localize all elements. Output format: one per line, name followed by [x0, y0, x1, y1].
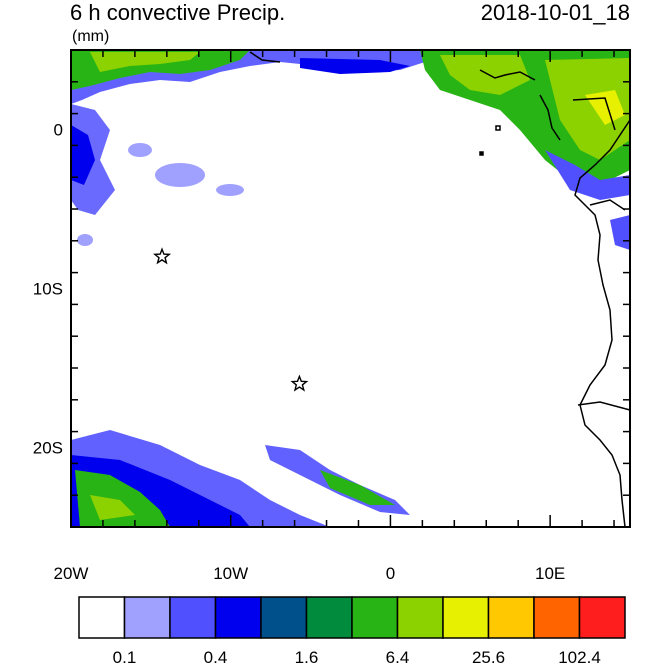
- colorbar-label: 6.4: [385, 648, 410, 667]
- colorbar: [78, 596, 626, 639]
- lat-tick-label: 20S: [33, 439, 63, 458]
- colorbar-box: [578, 596, 626, 639]
- precip-field: [71, 50, 630, 527]
- colorbar-box: [533, 596, 581, 639]
- colorbar-box: [260, 596, 308, 639]
- colorbar-box: [169, 596, 217, 639]
- colorbar-box: [214, 596, 262, 639]
- star-marker-1: [153, 247, 172, 265]
- star-markers: [153, 247, 309, 392]
- lon-tick-label: 10E: [535, 564, 565, 583]
- colorbar-box: [78, 596, 126, 639]
- axis-ticks: [70, 49, 630, 528]
- lat-tick-label: 0: [54, 121, 63, 140]
- colorbar-label: 102.4: [558, 648, 601, 667]
- lon-tick-label: 0: [386, 564, 395, 583]
- colorbar-box: [487, 596, 535, 639]
- axis-tick-labels: 20W 10W 0 10E 0 10S 20S: [33, 121, 566, 584]
- colorbar-label: 0.4: [203, 648, 228, 667]
- colorbar-label: 25.6: [471, 648, 506, 667]
- colorbar-box: [351, 596, 399, 639]
- lon-tick-label: 10W: [213, 564, 248, 583]
- colorbar-label: 0.1: [112, 648, 137, 667]
- colorbar-label: 1.6: [294, 648, 319, 667]
- lon-tick-label: 20W: [54, 564, 89, 583]
- plot-frame: [70, 49, 631, 528]
- coastline: [249, 51, 631, 528]
- colorbar-box: [123, 596, 171, 639]
- valid-time: 2018-10-01_18: [480, 0, 630, 25]
- colorbar-box: [396, 596, 444, 639]
- colorbar-box: [442, 596, 490, 639]
- units-label: (mm): [72, 28, 110, 45]
- colorbar-box: [305, 596, 353, 639]
- map-title: 6 h convective Precip.: [70, 0, 286, 25]
- star-marker-2: [290, 374, 309, 392]
- lat-tick-label: 10S: [33, 280, 63, 299]
